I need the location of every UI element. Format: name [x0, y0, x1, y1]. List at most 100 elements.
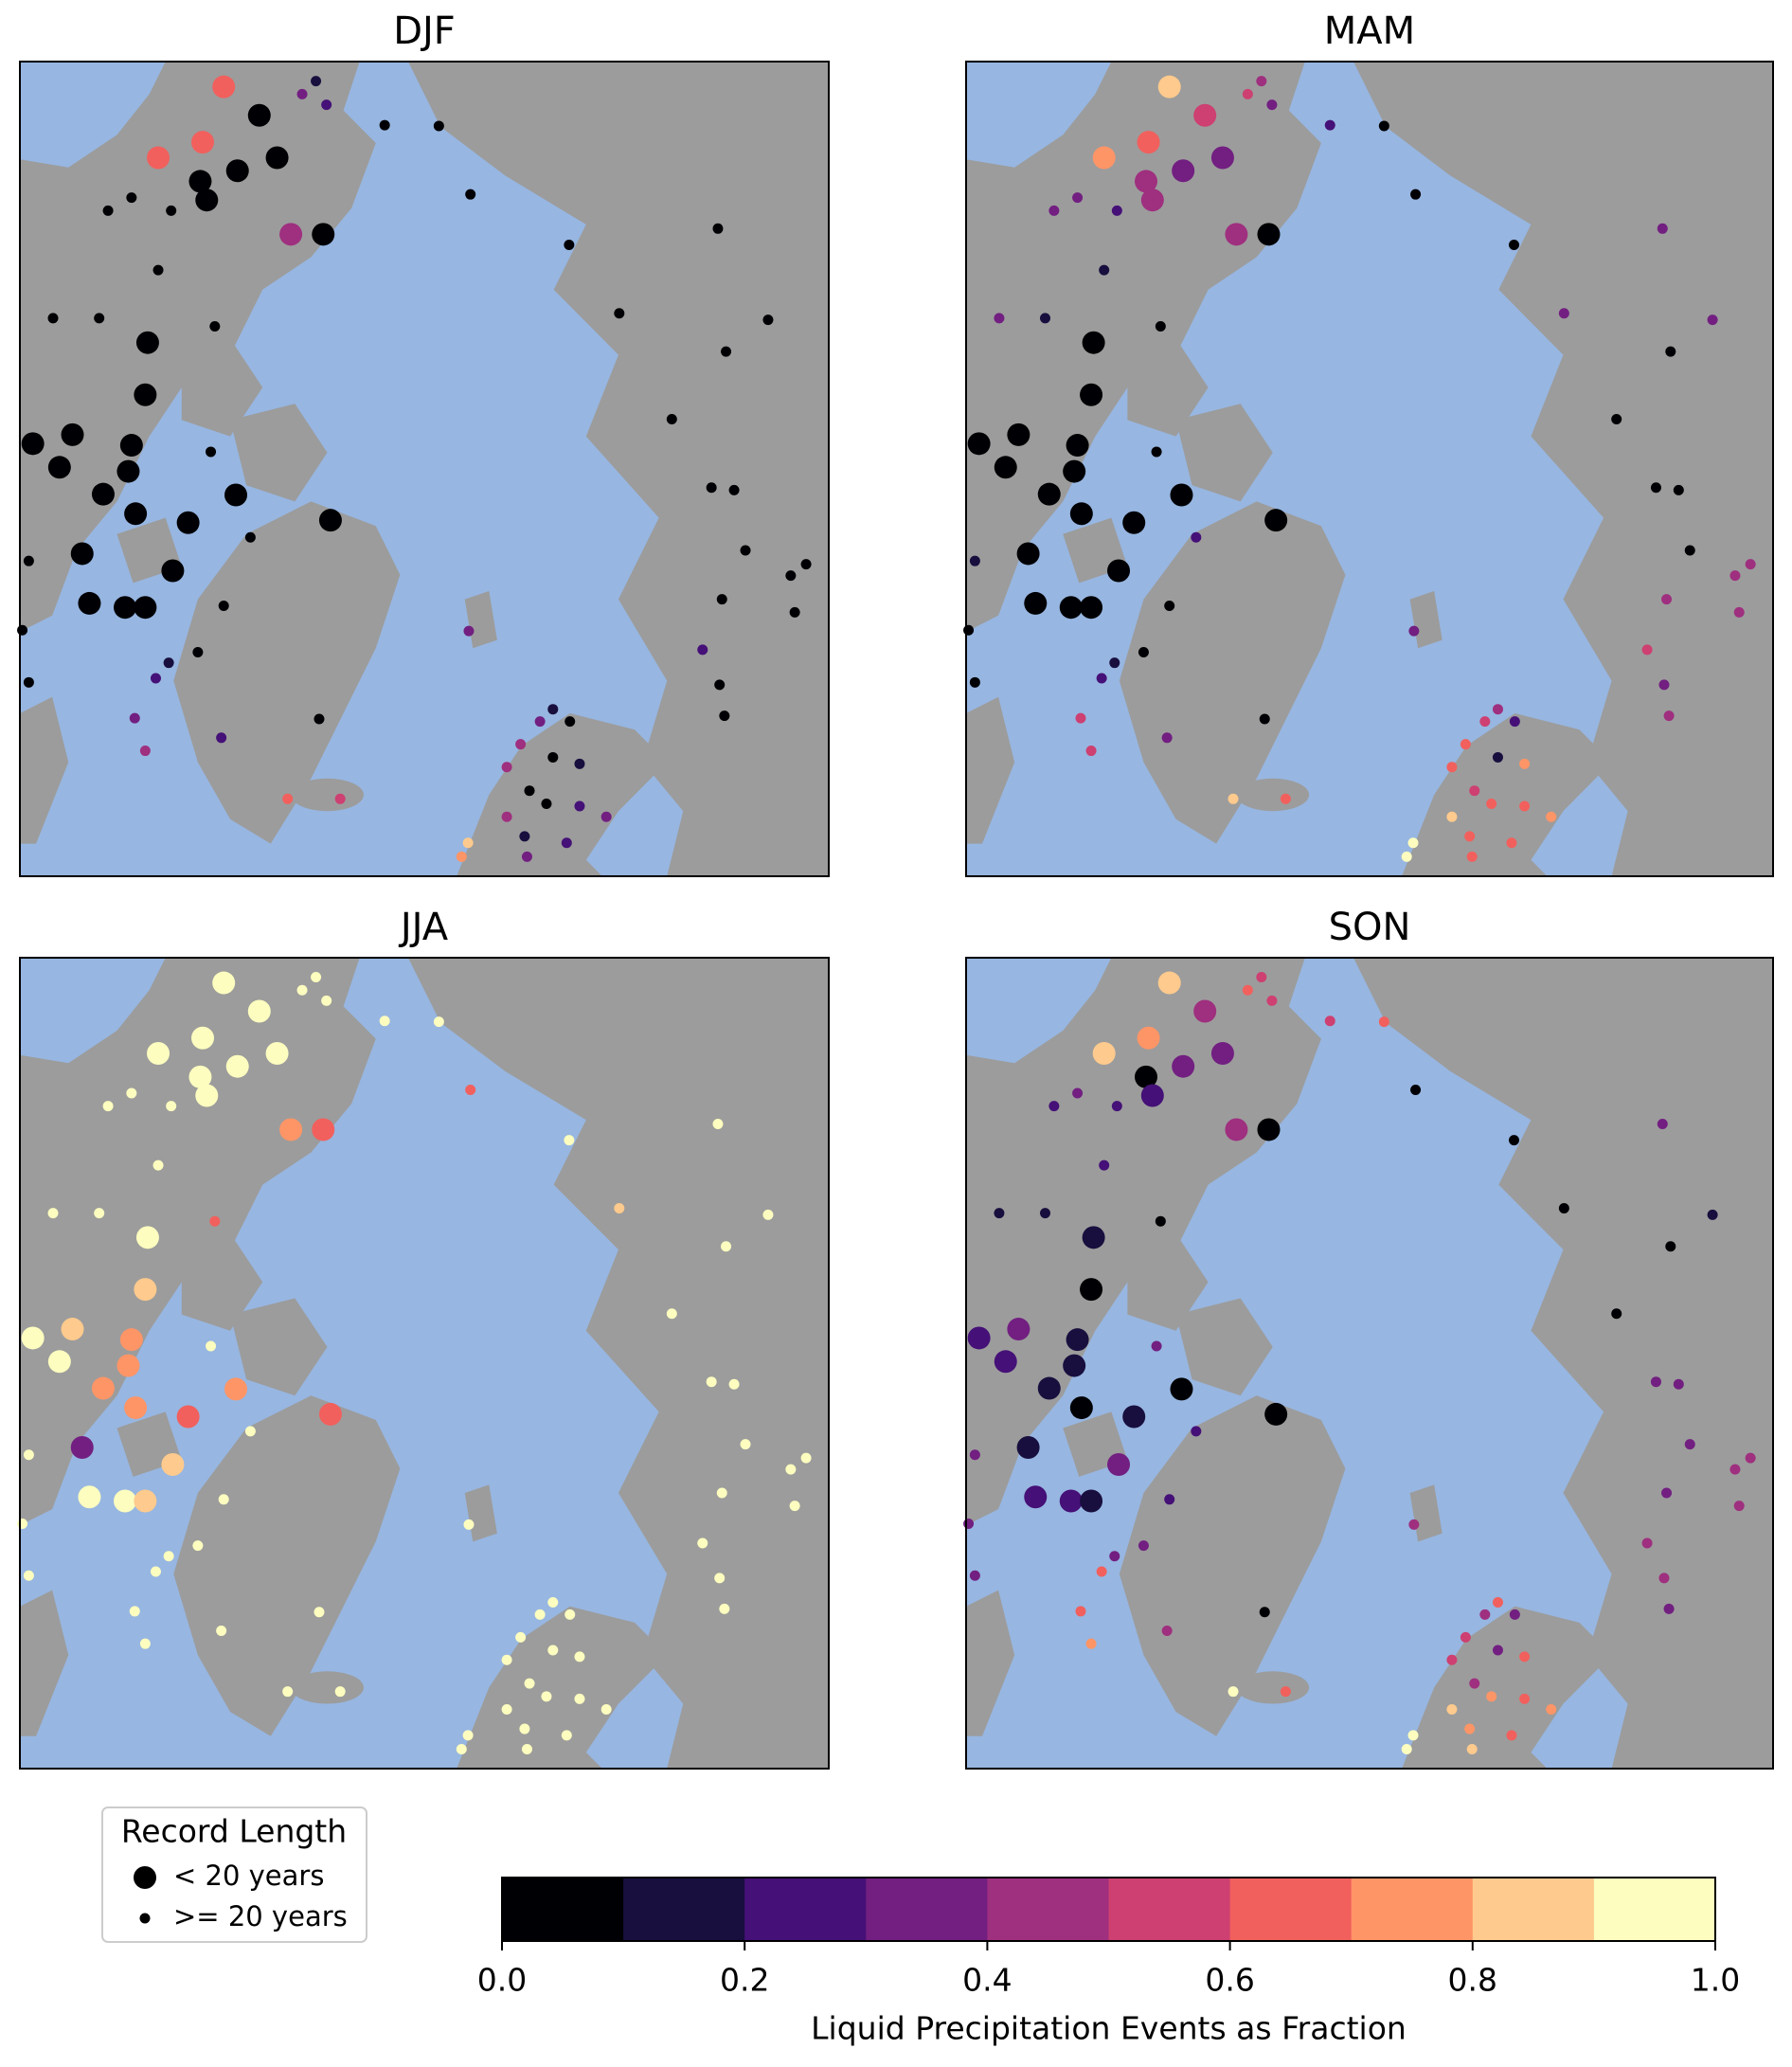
station-point — [47, 1350, 71, 1374]
station-point — [1745, 1452, 1756, 1464]
colorbar-segment — [502, 1878, 624, 1941]
station-point — [433, 1016, 444, 1028]
station-point — [1007, 422, 1030, 446]
station-point — [1099, 264, 1110, 276]
station-point — [574, 800, 585, 812]
station-point — [515, 1631, 527, 1643]
station-point — [163, 657, 174, 669]
station-point — [994, 1208, 1005, 1219]
station-point — [721, 346, 732, 357]
station-point — [1280, 793, 1291, 804]
station-point — [1466, 1743, 1478, 1754]
station-point — [124, 1396, 148, 1420]
station-point — [574, 1693, 585, 1704]
station-point — [1109, 657, 1120, 669]
station-point — [1259, 1607, 1270, 1618]
station-point — [524, 1678, 535, 1689]
station-point — [1266, 99, 1278, 111]
station-point — [116, 459, 140, 483]
station-point — [969, 1449, 980, 1461]
station-point — [1546, 1704, 1557, 1716]
station-point — [1140, 1084, 1164, 1107]
colorbar-tick-label: 1.0 — [1691, 1962, 1740, 1999]
colorbar-tick-label: 0.6 — [1205, 1962, 1254, 1999]
station-point — [785, 1464, 797, 1475]
station-point — [1733, 1501, 1745, 1512]
station-point — [1509, 716, 1520, 728]
station-point — [1486, 1691, 1497, 1702]
station-point — [296, 88, 308, 99]
station-point — [1210, 1042, 1234, 1066]
station-point — [70, 1436, 94, 1460]
station-point — [1486, 798, 1497, 809]
station-point — [462, 1730, 474, 1741]
station-point — [501, 1704, 512, 1716]
station-point — [719, 1603, 730, 1614]
station-point — [134, 383, 157, 406]
station-point — [1066, 1328, 1089, 1352]
station-point — [1138, 647, 1149, 657]
station-point — [521, 1743, 532, 1754]
colorbar-frame — [501, 1877, 1716, 1942]
station-point — [176, 1405, 200, 1429]
station-point — [1729, 1464, 1741, 1475]
station-point — [311, 76, 322, 87]
station-point — [94, 1208, 105, 1219]
legend-box — [101, 1806, 367, 1943]
station-point — [192, 647, 204, 657]
station-point — [23, 555, 34, 566]
station-point — [1509, 1135, 1520, 1146]
station-point — [1164, 1494, 1175, 1505]
station-point — [1410, 1085, 1422, 1096]
station-point — [1707, 315, 1718, 326]
station-point — [161, 559, 185, 583]
station-point — [706, 482, 717, 494]
colorbar-segment — [987, 1878, 1109, 1941]
station-point — [994, 456, 1017, 479]
station-point — [564, 1135, 575, 1146]
station-point — [1611, 1308, 1622, 1320]
station-point — [1259, 713, 1270, 725]
station-point — [152, 1159, 164, 1171]
panel-title: MAM — [1324, 9, 1415, 53]
station-point — [23, 676, 34, 688]
colorbar-tick-label: 0.8 — [1448, 1962, 1497, 1999]
station-point — [116, 1354, 140, 1377]
station-point — [247, 999, 271, 1023]
station-point — [600, 1704, 612, 1716]
station-point — [1107, 1453, 1131, 1476]
station-point — [456, 851, 467, 862]
colorbar-segment — [866, 1878, 988, 1941]
station-point — [1080, 383, 1103, 406]
station-point — [541, 1691, 552, 1702]
station-point — [119, 434, 143, 458]
station-point — [1684, 1439, 1695, 1450]
station-point — [1063, 459, 1086, 483]
station-point — [614, 308, 625, 319]
station-point — [129, 1606, 140, 1617]
station-point — [1122, 1405, 1146, 1429]
station-point — [1134, 1065, 1157, 1088]
station-point — [574, 1651, 585, 1663]
station-point — [102, 205, 114, 216]
station-point — [1210, 146, 1234, 170]
station-point — [1657, 223, 1668, 234]
station-point — [1161, 1625, 1173, 1636]
station-point — [279, 1118, 303, 1141]
station-point — [1039, 313, 1050, 324]
station-point — [191, 1026, 215, 1050]
station-point — [762, 1209, 774, 1220]
station-point — [541, 798, 552, 809]
station-point — [195, 189, 219, 212]
station-point — [1155, 321, 1166, 332]
station-point — [1193, 103, 1217, 127]
station-point — [1479, 1609, 1491, 1620]
station-point — [789, 606, 800, 618]
station-point — [564, 716, 576, 728]
station-point — [519, 831, 530, 842]
station-point — [547, 751, 559, 763]
station-point — [1401, 851, 1412, 862]
station-point — [321, 99, 332, 111]
station-point — [1446, 811, 1458, 822]
station-point — [1007, 1318, 1030, 1341]
